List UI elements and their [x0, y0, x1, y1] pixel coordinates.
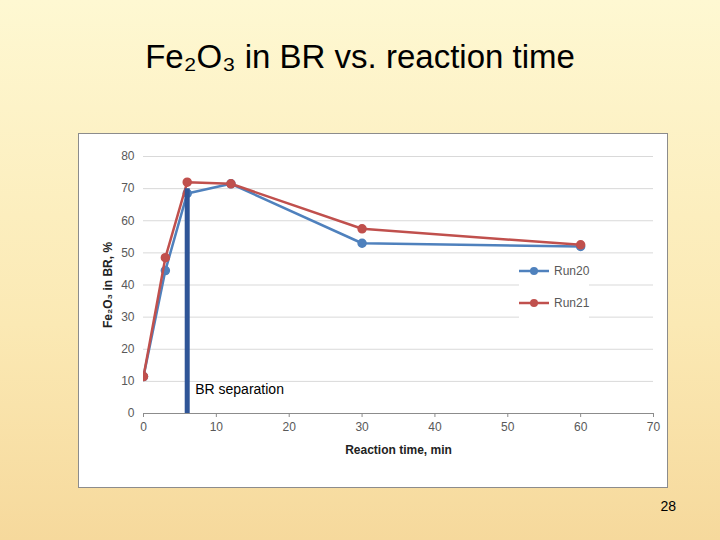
- svg-text:50: 50: [121, 246, 135, 260]
- svg-text:40: 40: [121, 278, 135, 292]
- svg-text:70: 70: [121, 181, 135, 195]
- svg-text:Reaction time, min: Reaction time, min: [345, 443, 452, 457]
- svg-text:30: 30: [121, 310, 135, 324]
- html-text:Run21: Run21: [554, 296, 590, 310]
- svg-text:60: 60: [574, 420, 588, 434]
- svg-text:Fe₂O₃ in BR, %: Fe₂O₃ in BR, %: [101, 242, 115, 329]
- svg-text:0: 0: [128, 406, 135, 420]
- svg-text:40: 40: [428, 420, 442, 434]
- svg-text:60: 60: [121, 214, 135, 228]
- svg-text:20: 20: [283, 420, 297, 434]
- svg-text:10: 10: [121, 374, 135, 388]
- svg-text:80: 80: [121, 149, 135, 163]
- svg-text:50: 50: [501, 420, 515, 434]
- html-text:28: 28: [660, 498, 676, 514]
- html-text:Run20: Run20: [554, 264, 590, 278]
- svg-text:30: 30: [355, 420, 369, 434]
- svg-text:20: 20: [121, 342, 135, 356]
- svg-text:0: 0: [140, 420, 147, 434]
- html-text:Fe₂O₃ in BR vs. reaction time: Fe₂O₃ in BR vs. reaction time: [145, 38, 575, 75]
- svg-text:BR separation: BR separation: [195, 381, 284, 397]
- svg-text:10: 10: [210, 420, 224, 434]
- svg-text:70: 70: [647, 420, 661, 434]
